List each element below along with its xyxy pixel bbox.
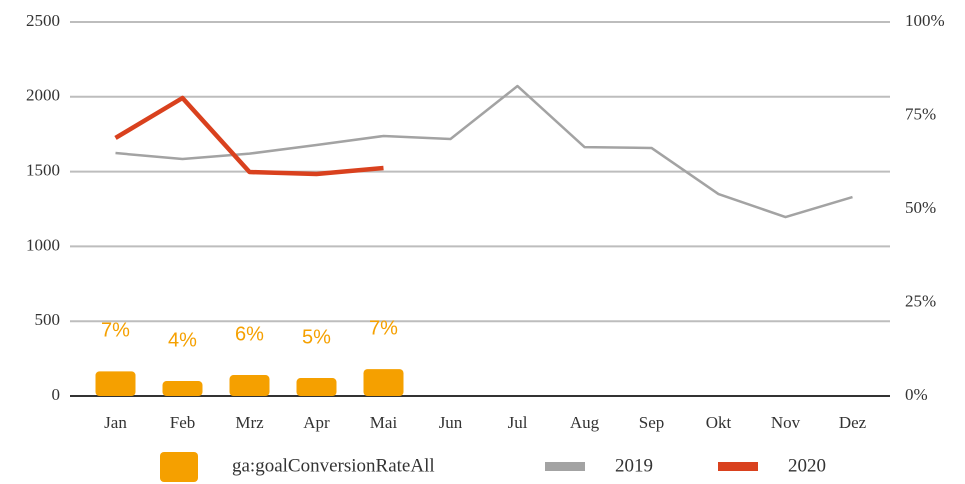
y2-tick-label: 25% [905, 291, 936, 310]
x-tick-label: Apr [303, 413, 330, 432]
x-tick-label: Jul [508, 413, 528, 432]
y-tick-label: 1500 [26, 161, 60, 180]
x-tick-label: Jun [439, 413, 463, 432]
bar [296, 378, 337, 396]
x-tick-label: Nov [771, 413, 801, 432]
legend-label: 2019 [615, 455, 653, 476]
line [115, 84, 853, 219]
x-tick-label: Mai [370, 413, 398, 432]
bar [162, 381, 203, 396]
y2-tick-label: 0% [905, 385, 928, 404]
y-tick-label: 2500 [26, 11, 60, 30]
x-tick-label: Sep [639, 413, 665, 432]
value-label: 6% [235, 323, 264, 345]
bar [363, 369, 404, 396]
x-tick-label: Okt [706, 413, 732, 432]
y2-tick-label: 100% [905, 11, 945, 30]
x-tick-label: Dez [839, 413, 867, 432]
x-tick-label: Mrz [235, 413, 264, 432]
value-label: 5% [302, 326, 331, 348]
x-tick-label: Feb [170, 413, 196, 432]
legend-swatch [718, 462, 758, 471]
bar [95, 371, 136, 396]
x-tick-label: Jan [104, 413, 127, 432]
y-tick-label: 1000 [26, 235, 60, 254]
legend-swatch [545, 462, 585, 471]
x-tick-label: Aug [570, 413, 600, 432]
y2-tick-label: 50% [905, 198, 936, 217]
y2-tick-label: 75% [905, 104, 936, 123]
y-tick-label: 500 [35, 310, 61, 329]
value-label: 4% [168, 329, 197, 351]
legend-label: ga:goalConversionRateAll [232, 455, 435, 476]
y-tick-label: 2000 [26, 86, 60, 105]
value-label: 7% [101, 320, 130, 342]
line [114, 95, 384, 177]
y-tick-label: 0 [52, 385, 61, 404]
value-label: 7% [369, 317, 398, 339]
legend-label: 2020 [788, 455, 826, 476]
bar [229, 375, 270, 396]
legend-swatch [160, 452, 198, 482]
